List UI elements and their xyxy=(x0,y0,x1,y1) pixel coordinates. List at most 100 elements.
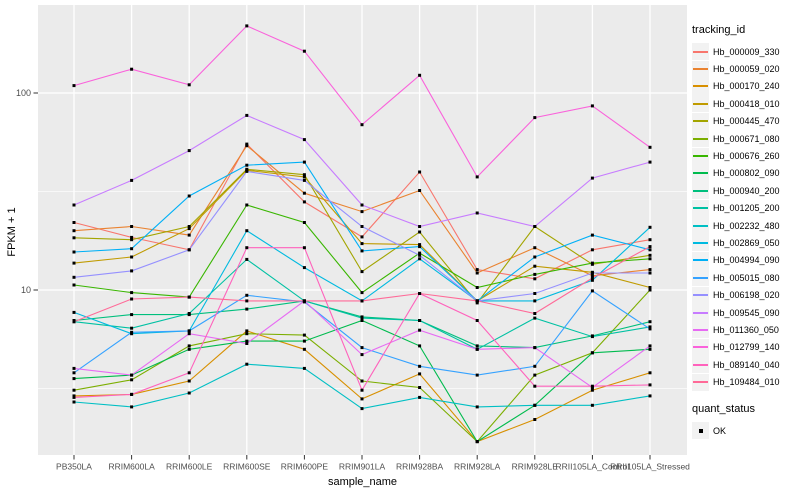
legend-item-label: Hb_001205_200 xyxy=(713,203,780,214)
data-point xyxy=(360,346,364,350)
x-axis-title: sample_name xyxy=(327,476,398,488)
data-point xyxy=(72,84,76,88)
data-point xyxy=(418,189,422,192)
data-point xyxy=(130,405,134,409)
data-point xyxy=(245,229,249,233)
data-point xyxy=(130,67,134,71)
data-point xyxy=(130,392,134,396)
x-tick-label: PB350LA xyxy=(56,461,92,471)
series-color-line-icon xyxy=(693,294,708,297)
data-point xyxy=(187,233,191,237)
legend-item-label: Hb_002869_050 xyxy=(713,237,780,248)
legend-item-label: Hb_000170_240 xyxy=(713,81,780,92)
legend-title-quant-status: quant_status xyxy=(692,402,755,415)
data-point xyxy=(72,366,76,370)
data-point xyxy=(245,257,249,261)
data-point xyxy=(245,169,249,173)
data-point xyxy=(72,275,76,279)
data-point xyxy=(360,388,364,392)
data-point xyxy=(533,272,537,276)
legend-key xyxy=(692,164,709,182)
data-point xyxy=(187,227,191,231)
legend-item-label: Hb_009545_090 xyxy=(713,307,780,318)
legend-item-label: Hb_000671_080 xyxy=(713,133,780,144)
legend-title-tracking-id: tracking_id xyxy=(692,24,746,36)
data-point xyxy=(418,230,422,234)
legend-item-Hb_000059_020: Hb_000059_020 xyxy=(692,60,800,78)
data-point xyxy=(360,407,364,411)
data-point xyxy=(648,160,652,164)
x-tick-label: RRIM600PE xyxy=(281,461,329,471)
data-point xyxy=(475,271,479,275)
legend-item-label: OK xyxy=(713,425,727,436)
data-point xyxy=(418,319,422,322)
data-point xyxy=(475,299,479,303)
data-point xyxy=(418,253,422,257)
data-point xyxy=(130,247,134,251)
x-tick-label: RRIM600LE xyxy=(166,461,213,471)
black-square-point-icon xyxy=(698,428,703,433)
series-color-line-icon xyxy=(693,172,708,175)
data-point xyxy=(590,233,594,237)
legend-key xyxy=(692,269,709,287)
data-point xyxy=(648,248,652,252)
data-point xyxy=(187,332,191,336)
data-point xyxy=(533,312,537,315)
data-point xyxy=(533,299,537,303)
series-color-line-icon xyxy=(693,224,708,227)
data-point xyxy=(533,225,537,228)
legend-item-Hb_000445_470: Hb_000445_470 xyxy=(692,112,800,130)
legend-item-label: Hb_089140_040 xyxy=(713,359,780,370)
data-point xyxy=(302,200,306,204)
legend-item-label: Hb_002232_480 xyxy=(713,220,780,231)
data-point xyxy=(648,325,652,329)
legend-key xyxy=(692,304,709,322)
data-point xyxy=(302,175,306,179)
data-point xyxy=(302,347,306,351)
data-point xyxy=(475,286,479,289)
legend-key xyxy=(692,373,709,391)
legend-item-label: Hb_005015_080 xyxy=(713,272,780,283)
data-point xyxy=(302,221,306,224)
data-point xyxy=(72,395,76,399)
data-point xyxy=(648,257,652,261)
data-point xyxy=(302,173,306,177)
data-point xyxy=(130,178,134,182)
y-axis-title: FPKM + 1 xyxy=(6,207,18,257)
legend-key xyxy=(692,43,709,61)
legend-key xyxy=(692,112,709,130)
data-point xyxy=(418,386,422,389)
series-color-line-icon xyxy=(693,363,708,366)
data-point xyxy=(590,274,594,278)
data-point xyxy=(302,246,306,250)
data-point xyxy=(533,246,537,250)
series-color-line-icon xyxy=(693,189,708,192)
data-point xyxy=(302,178,306,182)
data-point xyxy=(245,293,249,297)
data-point xyxy=(533,264,537,268)
tracking-legend-items: Hb_000009_330 Hb_000059_020 Hb_000170_240 H… xyxy=(692,43,800,391)
legend-item-label: Hb_000802_090 xyxy=(713,168,780,179)
data-point xyxy=(72,229,76,233)
legend-key xyxy=(692,321,709,339)
legend-item-Hb_004994_090: Hb_004994_090 xyxy=(692,251,800,269)
data-point xyxy=(360,203,364,207)
data-point xyxy=(187,391,191,395)
data-point xyxy=(475,319,479,322)
data-point xyxy=(590,276,594,280)
x-tick-label: RRIM600SE xyxy=(223,461,271,471)
data-point xyxy=(475,344,479,348)
data-point xyxy=(418,251,422,255)
x-tick-label: RRIM928LA xyxy=(454,461,501,471)
series-color-line-icon xyxy=(693,276,708,279)
data-point xyxy=(72,221,76,224)
data-point xyxy=(648,371,652,375)
data-point xyxy=(475,405,479,409)
data-point xyxy=(187,248,191,252)
legend-key xyxy=(692,422,709,439)
data-point xyxy=(130,238,134,242)
data-point xyxy=(648,344,652,348)
legend-key xyxy=(692,251,709,269)
legend-item-label: Hb_006198_020 xyxy=(713,290,780,301)
x-tick-label: RRIM928LE xyxy=(512,461,559,471)
